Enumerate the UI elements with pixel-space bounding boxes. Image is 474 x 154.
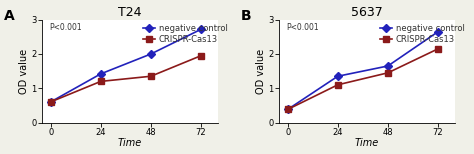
Line: negative control: negative control [48,26,204,105]
Text: P<0.001: P<0.001 [286,23,319,32]
CRISPR-Cas13 [98,80,104,82]
CRISPR-Cas13 [435,48,441,50]
negative control [435,31,441,33]
CRISPR-Cas13 [148,75,154,77]
negative control [48,101,54,103]
Text: B: B [241,9,251,23]
CRISPR-Cas13 [48,101,54,103]
negative control [285,109,291,110]
Text: A: A [4,9,14,23]
Y-axis label: OD value: OD value [255,49,265,94]
Line: negative control: negative control [285,29,441,112]
Text: P<0.001: P<0.001 [49,23,82,32]
CRISPR-Cas13 [335,84,341,86]
negative control [335,75,341,77]
CRISPR-Cas13 [385,72,391,74]
X-axis label: Time: Time [118,138,142,148]
negative control [148,53,154,55]
negative control [385,65,391,67]
Line: CRISPR-Cas13: CRISPR-Cas13 [48,53,204,105]
CRISPR-Cas13 [285,109,291,110]
Line: CRISPR-Cas13: CRISPR-Cas13 [285,46,441,112]
Legend: negative control, CRISPR-Cas13: negative control, CRISPR-Cas13 [380,24,465,44]
CRISPR-Cas13 [198,55,204,57]
X-axis label: Time: Time [355,138,379,148]
Legend: negative control, CRISPR-Cas13: negative control, CRISPR-Cas13 [143,24,228,44]
Title: T24: T24 [118,6,142,18]
Y-axis label: OD value: OD value [18,49,28,94]
negative control [98,73,104,75]
negative control [198,28,204,30]
Title: 5637: 5637 [351,6,383,18]
